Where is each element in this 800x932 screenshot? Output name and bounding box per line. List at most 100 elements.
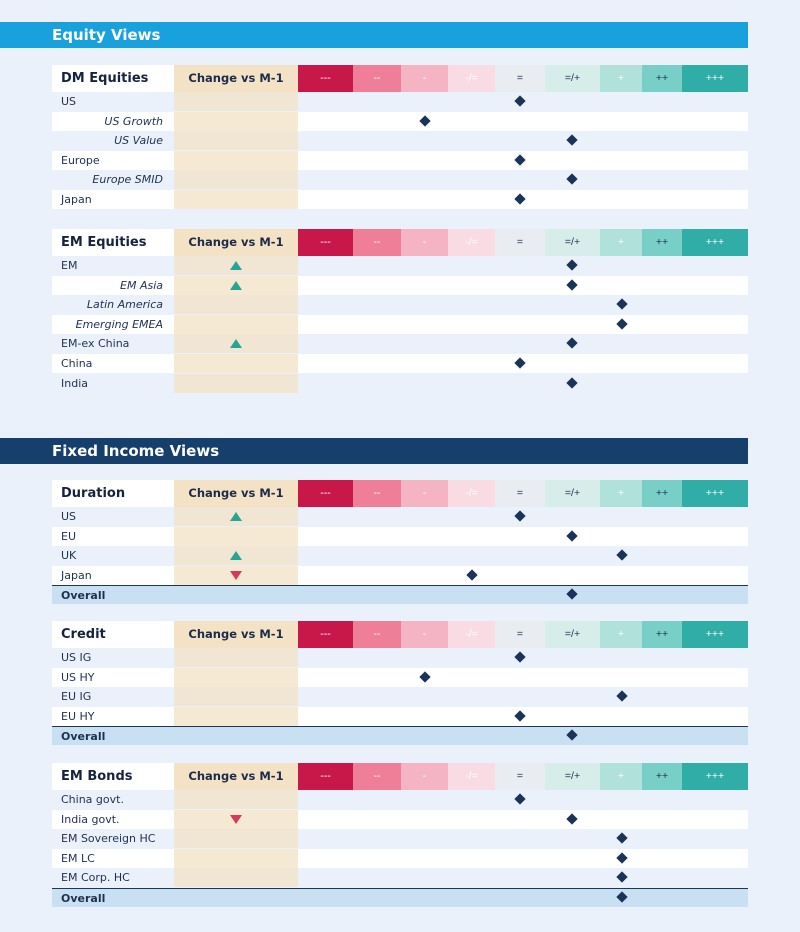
change-cell (174, 848, 298, 868)
change-cell (174, 546, 298, 566)
change-vs-m1-header: Change vs M-1 (174, 229, 298, 256)
row-label: India govt. (61, 812, 120, 826)
table-title: EM Bonds (52, 763, 174, 790)
overall-row: Overall (52, 888, 748, 907)
table-title: DM Equities (52, 65, 174, 92)
change-vs-m1-header: Change vs M-1 (174, 65, 298, 92)
table-row: India (52, 373, 748, 393)
view-table: Credit Change vs M-1 --- -- - -/= = =/+ + ++ +++ US… (52, 621, 748, 746)
scale-header-4: = (495, 229, 545, 256)
change-cell (174, 314, 298, 334)
change-vs-m1-header: Change vs M-1 (174, 621, 298, 648)
view-marker-icon (514, 793, 526, 805)
scale-header-6: + (600, 763, 642, 790)
table-row: US Value (52, 131, 748, 151)
change-cell (174, 809, 298, 829)
view-marker-icon (566, 337, 578, 350)
scale-header-7: ++ (642, 229, 682, 256)
view-marker-icon (514, 193, 526, 205)
row-label: Emerging EMEA (75, 317, 163, 331)
table-row: Emerging EMEA (52, 314, 748, 334)
row-label: EM Asia (120, 278, 163, 292)
scale-header-6: + (600, 480, 642, 507)
table-row: EM Corp. HC (52, 868, 748, 888)
change-cell (174, 170, 298, 190)
table-row: Europe (52, 150, 748, 170)
overall-label: Overall (61, 892, 106, 905)
change-cell (174, 565, 298, 585)
scale-header-1: -- (353, 763, 401, 790)
view-marker-icon (514, 510, 526, 522)
table-header-row: EM Equities Change vs M-1 --- -- - -/= = =/+ + ++… (52, 229, 748, 256)
scale-header-3: -/= (448, 65, 495, 92)
table-row: Latin America (52, 295, 748, 315)
row-label: EU HY (61, 709, 95, 723)
table-row: Europe SMID (52, 170, 748, 190)
scale-header-4: = (495, 480, 545, 507)
view-marker-icon (566, 729, 578, 742)
change-cell (174, 373, 298, 393)
change-up-icon (230, 512, 242, 521)
view-marker-icon (514, 710, 526, 722)
scale-header-4: = (495, 621, 545, 648)
table-row: EM (52, 256, 748, 275)
change-cell (174, 190, 298, 209)
view-marker-icon (566, 588, 578, 601)
view-marker-icon (566, 812, 578, 825)
scale-header-6: + (600, 621, 642, 648)
change-cell (174, 829, 298, 849)
change-up-icon (230, 551, 242, 561)
view-marker-icon (616, 891, 628, 903)
view-marker-icon (566, 529, 578, 542)
change-cell (174, 507, 298, 526)
row-label: US (61, 510, 77, 523)
table-title: EM Equities (52, 229, 174, 256)
row-label: EM-ex China (61, 337, 130, 351)
table-row: EU IG (52, 687, 748, 707)
row-label: EM LC (61, 851, 95, 865)
change-up-icon (230, 339, 242, 349)
view-marker-icon (566, 278, 578, 291)
change-cell (174, 295, 298, 315)
scale-header-8: +++ (682, 229, 748, 256)
row-label: UK (61, 549, 77, 563)
scale-header-3: -/= (448, 229, 495, 256)
change-cell (174, 92, 298, 111)
view-marker-icon (466, 569, 478, 581)
change-cell (174, 334, 298, 354)
scale-header-8: +++ (682, 621, 748, 648)
view-marker-icon (616, 298, 628, 310)
view-marker-icon (566, 134, 578, 146)
scale-header-8: +++ (682, 763, 748, 790)
view-marker-icon (566, 259, 578, 271)
scale-header-2: - (401, 621, 448, 648)
view-marker-icon (616, 871, 628, 884)
table-header-row: EM Bonds Change vs M-1 --- -- - -/= = =/+ + ++ +++ (52, 763, 748, 790)
row-label: Japan (61, 193, 92, 206)
view-marker-icon (616, 549, 628, 561)
row-label: EM Sovereign HC (61, 832, 156, 846)
table-row: China (52, 354, 748, 373)
scale-header-0: --- (298, 763, 353, 790)
row-label: EM Corp. HC (61, 871, 130, 885)
view-table: EM Bonds Change vs M-1 --- -- - -/= = =/+ + ++ +++… (52, 763, 748, 907)
scale-header-1: -- (353, 65, 401, 92)
view-marker-icon (566, 173, 578, 186)
change-cell (174, 256, 298, 275)
scale-header-1: -- (353, 480, 401, 507)
table-row: US HY (52, 667, 748, 687)
scale-header-2: - (401, 480, 448, 507)
scale-header-0: --- (298, 621, 353, 648)
overall-label: Overall (61, 730, 106, 744)
table-row: China govt. (52, 790, 748, 809)
view-marker-icon (419, 114, 431, 127)
view-marker-icon (514, 95, 526, 107)
view-marker-icon (616, 318, 628, 330)
row-label: EU (61, 529, 77, 543)
scale-header-4: = (495, 65, 545, 92)
table-row: EM Sovereign HC (52, 829, 748, 849)
table-header-row: DM Equities Change vs M-1 --- -- - -/= = =/+ + ++… (52, 65, 748, 92)
scale-header-2: - (401, 65, 448, 92)
table-row: Japan (52, 190, 748, 209)
change-cell (174, 648, 298, 667)
